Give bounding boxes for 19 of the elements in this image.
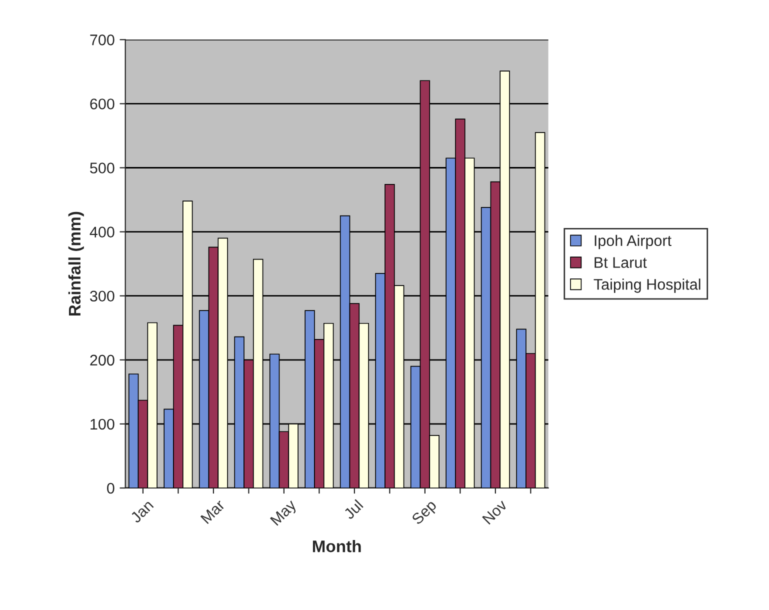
y-axis-title: Rainfall (mm)	[68, 212, 84, 316]
y-tick-label: 0	[107, 482, 114, 494]
x-axis-title: Month	[312, 540, 361, 552]
legend-label: Ipoh Airport	[594, 234, 672, 250]
legend-label: Bt Larut	[594, 257, 647, 268]
y-tick-label: 500	[90, 162, 114, 174]
x-tick-label: May	[270, 498, 300, 528]
y-tick-label: 100	[90, 418, 114, 430]
x-tick-label: Jul	[342, 499, 364, 520]
x-tick-label: Mar	[200, 498, 226, 524]
x-tick-label: Nov	[482, 498, 508, 525]
y-tick-label: 300	[90, 290, 114, 302]
y-tick-label: 600	[90, 98, 114, 110]
legend-label: Taiping Hospital	[594, 278, 700, 293]
x-tick-label: Sep	[411, 499, 440, 528]
y-tick-label: 200	[90, 354, 114, 366]
y-tick-label: 700	[90, 34, 114, 46]
y-tick-label: 400	[90, 226, 114, 238]
x-tick-label: Jan	[130, 500, 154, 524]
